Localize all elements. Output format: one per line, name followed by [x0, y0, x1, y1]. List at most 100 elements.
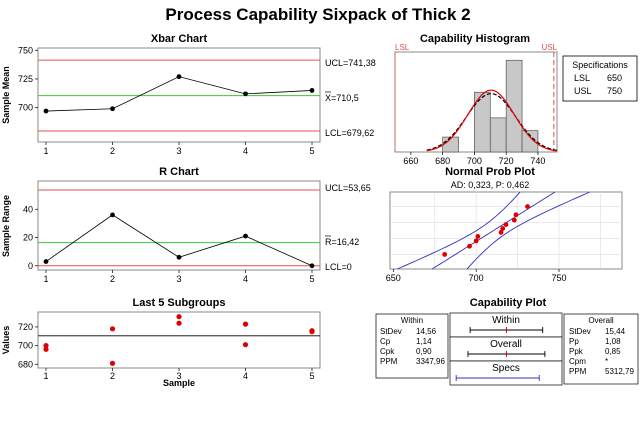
last5-point [109, 326, 116, 332]
overall-stats: Overall StDev 15,44 Pp 1,08 Ppk 0,85 Cpm * PPM 531… [569, 316, 634, 376]
last5-xtick-label: 3 [176, 371, 181, 381]
rchart-xtick-label: 5 [309, 274, 314, 284]
last5-chart: 680 700 720 1 2 3 4 5 [18, 314, 320, 381]
capplot-row-frame [449, 360, 563, 386]
figure-title: Process Capability Sixpack of Thick 2 [165, 5, 470, 24]
rchart-center-label: R=16,42 [325, 237, 359, 247]
normprob-xtick-label: 750 [552, 273, 567, 283]
normprob-title: Normal Prob Plot [445, 166, 535, 178]
last5-point [43, 343, 49, 349]
last5-ytick-label: 680 [18, 359, 33, 369]
spec-lsl-value: 650 [607, 73, 622, 83]
rchart-point [176, 254, 182, 260]
last5-point [242, 321, 249, 327]
rchart-xtick-label: 3 [176, 274, 181, 284]
xbar-ylabel: Sample Mean [1, 66, 11, 124]
xbar-xtick-label: 5 [309, 146, 314, 156]
last5-ytick-label: 700 [18, 341, 33, 351]
last5-point [176, 320, 182, 326]
capplot-row-label: Overall [490, 339, 522, 350]
normprob-subtitle: AD: 0,323, P: 0,462 [451, 180, 530, 190]
rchart-title: R Chart [159, 166, 199, 178]
last5-xtick-label: 4 [243, 371, 248, 381]
overall-stat-value: 15,44 [605, 327, 626, 336]
overall-stat-value: 5312,79 [605, 367, 634, 376]
overall-stat-key: Pp [569, 337, 579, 346]
overall-stats-box [563, 313, 639, 385]
normprob-point [525, 204, 530, 209]
usl-label: USL [541, 43, 557, 52]
specifications-title: Specifications [572, 60, 628, 70]
normprob-point [498, 230, 504, 235]
histogram-bar [505, 59, 523, 153]
xbar-center-label: X=710,5 [325, 93, 359, 103]
overall-stat-value: 1,08 [605, 337, 621, 346]
histogram-xtick-label: 740 [530, 156, 545, 166]
histogram-bar [489, 117, 507, 153]
overall-stat-key: Ppk [569, 347, 584, 356]
histogram-xtick-label: 680 [435, 156, 450, 166]
within-stat-value: 14,56 [416, 327, 437, 336]
histogram-bar [521, 130, 539, 153]
normprob-point [475, 234, 481, 239]
rchart-ytick-label: 20 [23, 233, 33, 243]
overall-stat-key: PPM [569, 367, 587, 376]
capplot-row-label: Within [492, 315, 520, 326]
within-stat-key: Cpk [380, 347, 395, 356]
normprob-fit-line [431, 191, 556, 270]
normprob-point [503, 222, 509, 227]
xbar-title: Xbar Chart [151, 33, 208, 45]
xbar-ytick-label: 750 [18, 45, 33, 55]
last5-point [309, 329, 315, 335]
normprob-ci-lower [397, 191, 521, 270]
xbar-point [243, 91, 248, 97]
within-fit-curve [426, 89, 558, 152]
xbar-point [176, 74, 182, 80]
rchart-point [243, 233, 248, 239]
xbar-ucl-label: UCL=741,38 [325, 58, 376, 68]
spec-usl-value: 750 [607, 86, 622, 96]
last5-xlabel: Sample [163, 378, 195, 388]
overall-stat-value: 0,85 [605, 347, 621, 356]
within-stats-box [375, 313, 449, 379]
rchart-point [43, 259, 49, 264]
xbar-ytick-label: 725 [18, 74, 33, 84]
histogram-title: Capability Histogram [420, 33, 530, 45]
normprob-point [500, 226, 506, 231]
normprob-point [511, 217, 517, 223]
normprob-xtick-label: 700 [469, 273, 484, 283]
last5-ytick-label: 720 [18, 322, 33, 332]
rchart-xtick-label: 4 [243, 274, 248, 284]
rchart-point [110, 212, 115, 218]
histogram-xtick-label: 720 [499, 156, 514, 166]
xbar-plot-frame [37, 47, 321, 143]
last5-point [43, 346, 49, 352]
last5-point [109, 360, 116, 366]
normprob-ci-upper [466, 191, 590, 270]
last5-title: Last 5 Subgroups [133, 297, 226, 309]
overall-stat-key: StDev [569, 327, 591, 336]
rchart-xtick-label: 2 [110, 274, 115, 284]
xbar-xtick-label: 3 [176, 146, 181, 156]
within-stat-value: 3347,96 [416, 357, 445, 366]
rchart-ylabel: Sample Range [1, 195, 11, 257]
last5-xtick-label: 1 [43, 371, 48, 381]
xbar-point [309, 88, 315, 93]
within-stat-title: Within [401, 316, 423, 325]
rchart-ucl-label: UCL=53,65 [325, 183, 371, 193]
xbar-xtick-label: 4 [243, 146, 248, 156]
histogram-xtick-label: 660 [403, 156, 418, 166]
xbar-lcl-label: LCL=679,62 [325, 128, 374, 138]
spec-lsl-key: LSL [574, 73, 590, 83]
xbar-xtick-label: 1 [43, 146, 48, 156]
within-stat-key: Cp [380, 337, 391, 346]
last5-point [242, 342, 249, 348]
rchart-ytick-label: 40 [23, 204, 33, 214]
rchart-point [309, 263, 315, 269]
xbar-point [43, 108, 49, 114]
xbar-xtick-label: 2 [110, 146, 115, 156]
normprob-plot-frame [389, 191, 623, 270]
xbar-ytick-label: 700 [18, 103, 33, 113]
overall-stat-key: Cpm [569, 357, 586, 366]
